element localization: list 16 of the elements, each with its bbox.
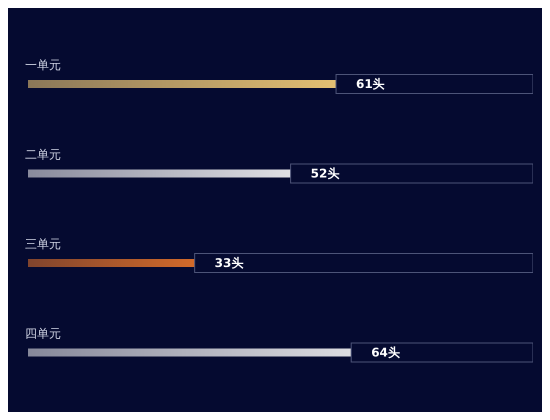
y-tick-label: 二单元 xyxy=(25,147,62,162)
bar xyxy=(290,164,533,184)
bar xyxy=(336,74,533,94)
bar xyxy=(28,348,352,356)
bar xyxy=(194,253,533,273)
data-label: 61头 xyxy=(356,77,385,91)
data-label: 64头 xyxy=(371,346,400,360)
data-label: 52头 xyxy=(310,166,340,180)
bar xyxy=(28,170,291,178)
bar xyxy=(28,80,336,88)
y-tick-label: 一单元 xyxy=(25,58,62,72)
y-tick-label: 三单元 xyxy=(25,236,62,251)
bar xyxy=(350,342,533,362)
data-label: 33头 xyxy=(214,256,244,270)
bar xyxy=(28,259,195,267)
y-tick-label: 四单元 xyxy=(25,326,62,340)
